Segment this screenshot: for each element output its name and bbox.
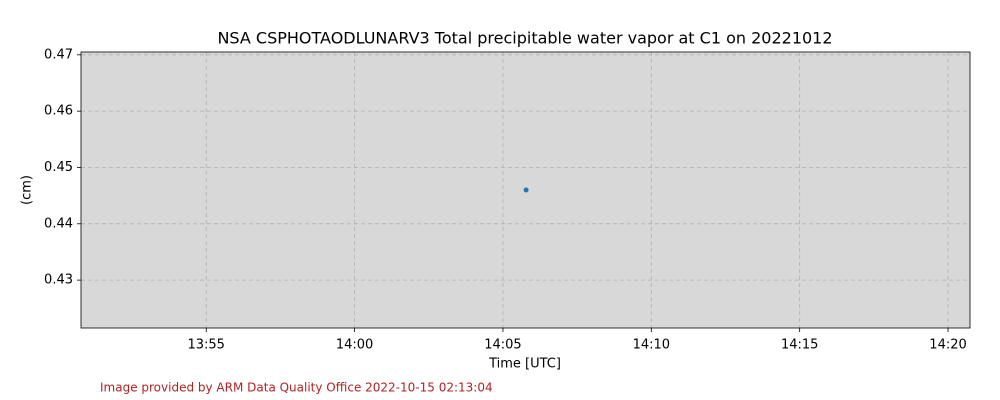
chart-title: NSA CSPHOTAODLUNARV3 Total precipitable … [217,29,832,48]
y-axis-label: (cm) [20,175,35,205]
x-tick-label: 14:05 [484,338,521,353]
y-tick-label: 0.44 [44,216,73,231]
y-tick-label: 0.47 [44,47,73,62]
x-tick-label: 14:00 [336,338,373,353]
x-tick-label: 13:55 [187,338,224,353]
y-tick-label: 0.45 [44,160,73,175]
y-tick-label: 0.43 [44,273,73,288]
data-point [523,187,529,193]
y-tick-label: 0.46 [44,104,73,119]
footer: Image provided by ARM Data Quality Offic… [100,381,493,395]
x-tick-label: 14:15 [781,338,818,353]
plot-frame [80,51,971,329]
x-axis-label: Time [UTC] [488,357,561,372]
x-tick-label: 14:20 [929,338,966,353]
x-tick-label: 14:10 [633,338,670,353]
